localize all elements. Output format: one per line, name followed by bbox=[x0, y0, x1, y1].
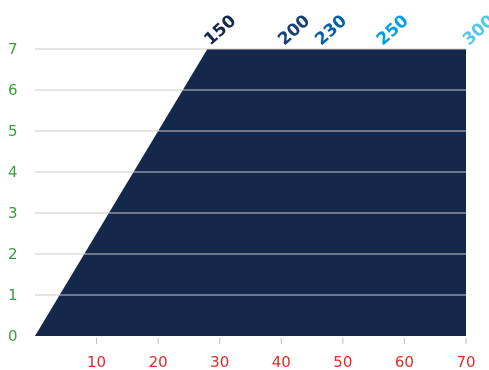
x-tick-label: 50 bbox=[333, 353, 352, 370]
y-tick-label: 7 bbox=[8, 40, 18, 58]
y-tick-label: 3 bbox=[8, 204, 18, 222]
series-label-300: 300 bbox=[459, 11, 489, 50]
x-tick-label: 10 bbox=[87, 353, 106, 370]
gridlines bbox=[35, 48, 466, 296]
x-tick-label: 60 bbox=[395, 353, 414, 370]
y-tick-label: 6 bbox=[8, 81, 18, 99]
series-label-150: 150 bbox=[200, 11, 240, 50]
series-label-250: 250 bbox=[373, 11, 413, 50]
y-axis-ticks: 0 1 2 3 4 5 6 7 bbox=[8, 40, 18, 345]
series-label-230: 230 bbox=[311, 11, 351, 50]
x-tick-label: 70 bbox=[456, 353, 475, 370]
y-tick-label: 2 bbox=[8, 245, 18, 263]
y-tick-label: 0 bbox=[8, 327, 18, 345]
area-series-group bbox=[35, 49, 466, 336]
x-axis-ticks: 10 20 30 40 50 60 70 bbox=[87, 338, 476, 370]
area-series-150 bbox=[35, 49, 466, 336]
series-label-200: 200 bbox=[274, 11, 314, 50]
x-tick-label: 20 bbox=[149, 353, 168, 370]
x-tick-label: 30 bbox=[210, 353, 229, 370]
y-tick-label: 5 bbox=[8, 122, 18, 140]
y-tick-label: 4 bbox=[8, 163, 18, 181]
y-tick-label: 1 bbox=[8, 286, 18, 304]
x-tick-label: 40 bbox=[272, 353, 291, 370]
